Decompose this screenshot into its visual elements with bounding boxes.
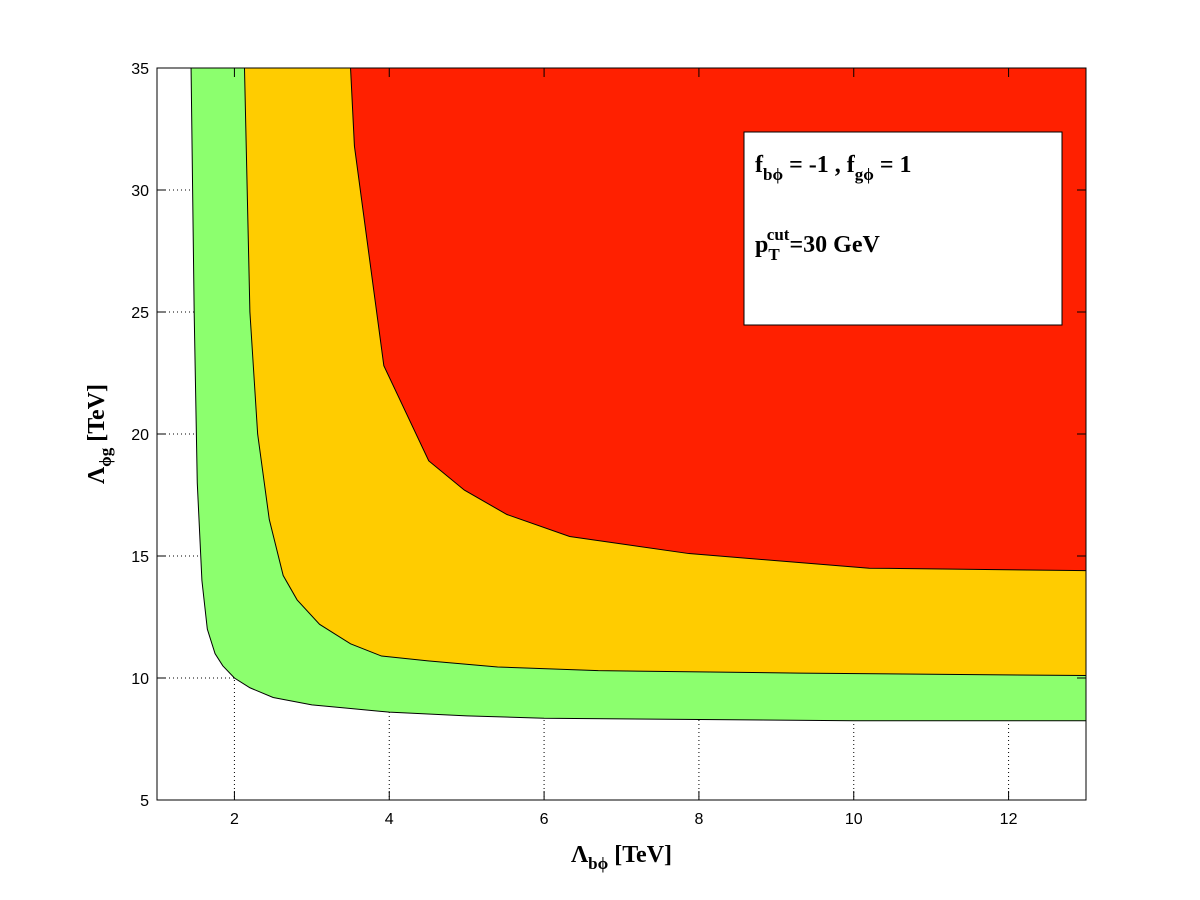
y-axis-label-rest: [TeV]	[84, 384, 110, 448]
annotation-part: cut	[767, 225, 790, 244]
annotation-part: =30 GeV	[789, 232, 880, 258]
x-axis-label-text: Λ	[571, 842, 589, 868]
annotation-part: = -1 , f	[783, 152, 856, 178]
contour-line	[243, 67, 1087, 677]
y-axis-label: Λϕg [TeV]	[84, 384, 115, 484]
y-axis-label-text: Λ	[84, 466, 110, 484]
x-axis-label-sub: bϕ	[588, 854, 608, 873]
annotation-part: bϕ	[763, 165, 783, 184]
y-tick-label: 35	[131, 61, 149, 78]
annotation-part: gϕ	[855, 165, 874, 184]
contour-line	[350, 67, 1087, 572]
annotation: pTcut=30 GeV	[755, 225, 880, 264]
y-tick-label: 15	[131, 549, 149, 566]
annotation-part: T	[768, 245, 780, 264]
annotation-part: p	[755, 232, 768, 258]
annotation-box	[743, 131, 1063, 326]
x-tick-label: 12	[1000, 811, 1018, 828]
x-tick-label: 10	[845, 811, 863, 828]
y-tick-label: 5	[140, 793, 149, 810]
y-axis-label-sub: ϕg	[96, 447, 115, 467]
x-tick-label: 4	[385, 811, 394, 828]
x-axis-label-rest: [TeV]	[608, 842, 672, 868]
y-tick-label: 20	[131, 427, 149, 444]
y-tick-label: 30	[131, 183, 149, 200]
annotation-part: = 1	[874, 152, 912, 178]
annotation: fbϕ = -1 , fgϕ = 1	[755, 152, 912, 184]
x-tick-label: 6	[540, 811, 549, 828]
x-tick-label: 8	[694, 811, 703, 828]
annotation-part: f	[755, 152, 764, 178]
y-tick-label: 10	[131, 671, 149, 688]
x-axis-label: Λbϕ [TeV]	[571, 842, 672, 873]
y-tick-label: 25	[131, 305, 149, 322]
contour-line	[190, 67, 1086, 722]
x-tick-label: 2	[230, 811, 239, 828]
